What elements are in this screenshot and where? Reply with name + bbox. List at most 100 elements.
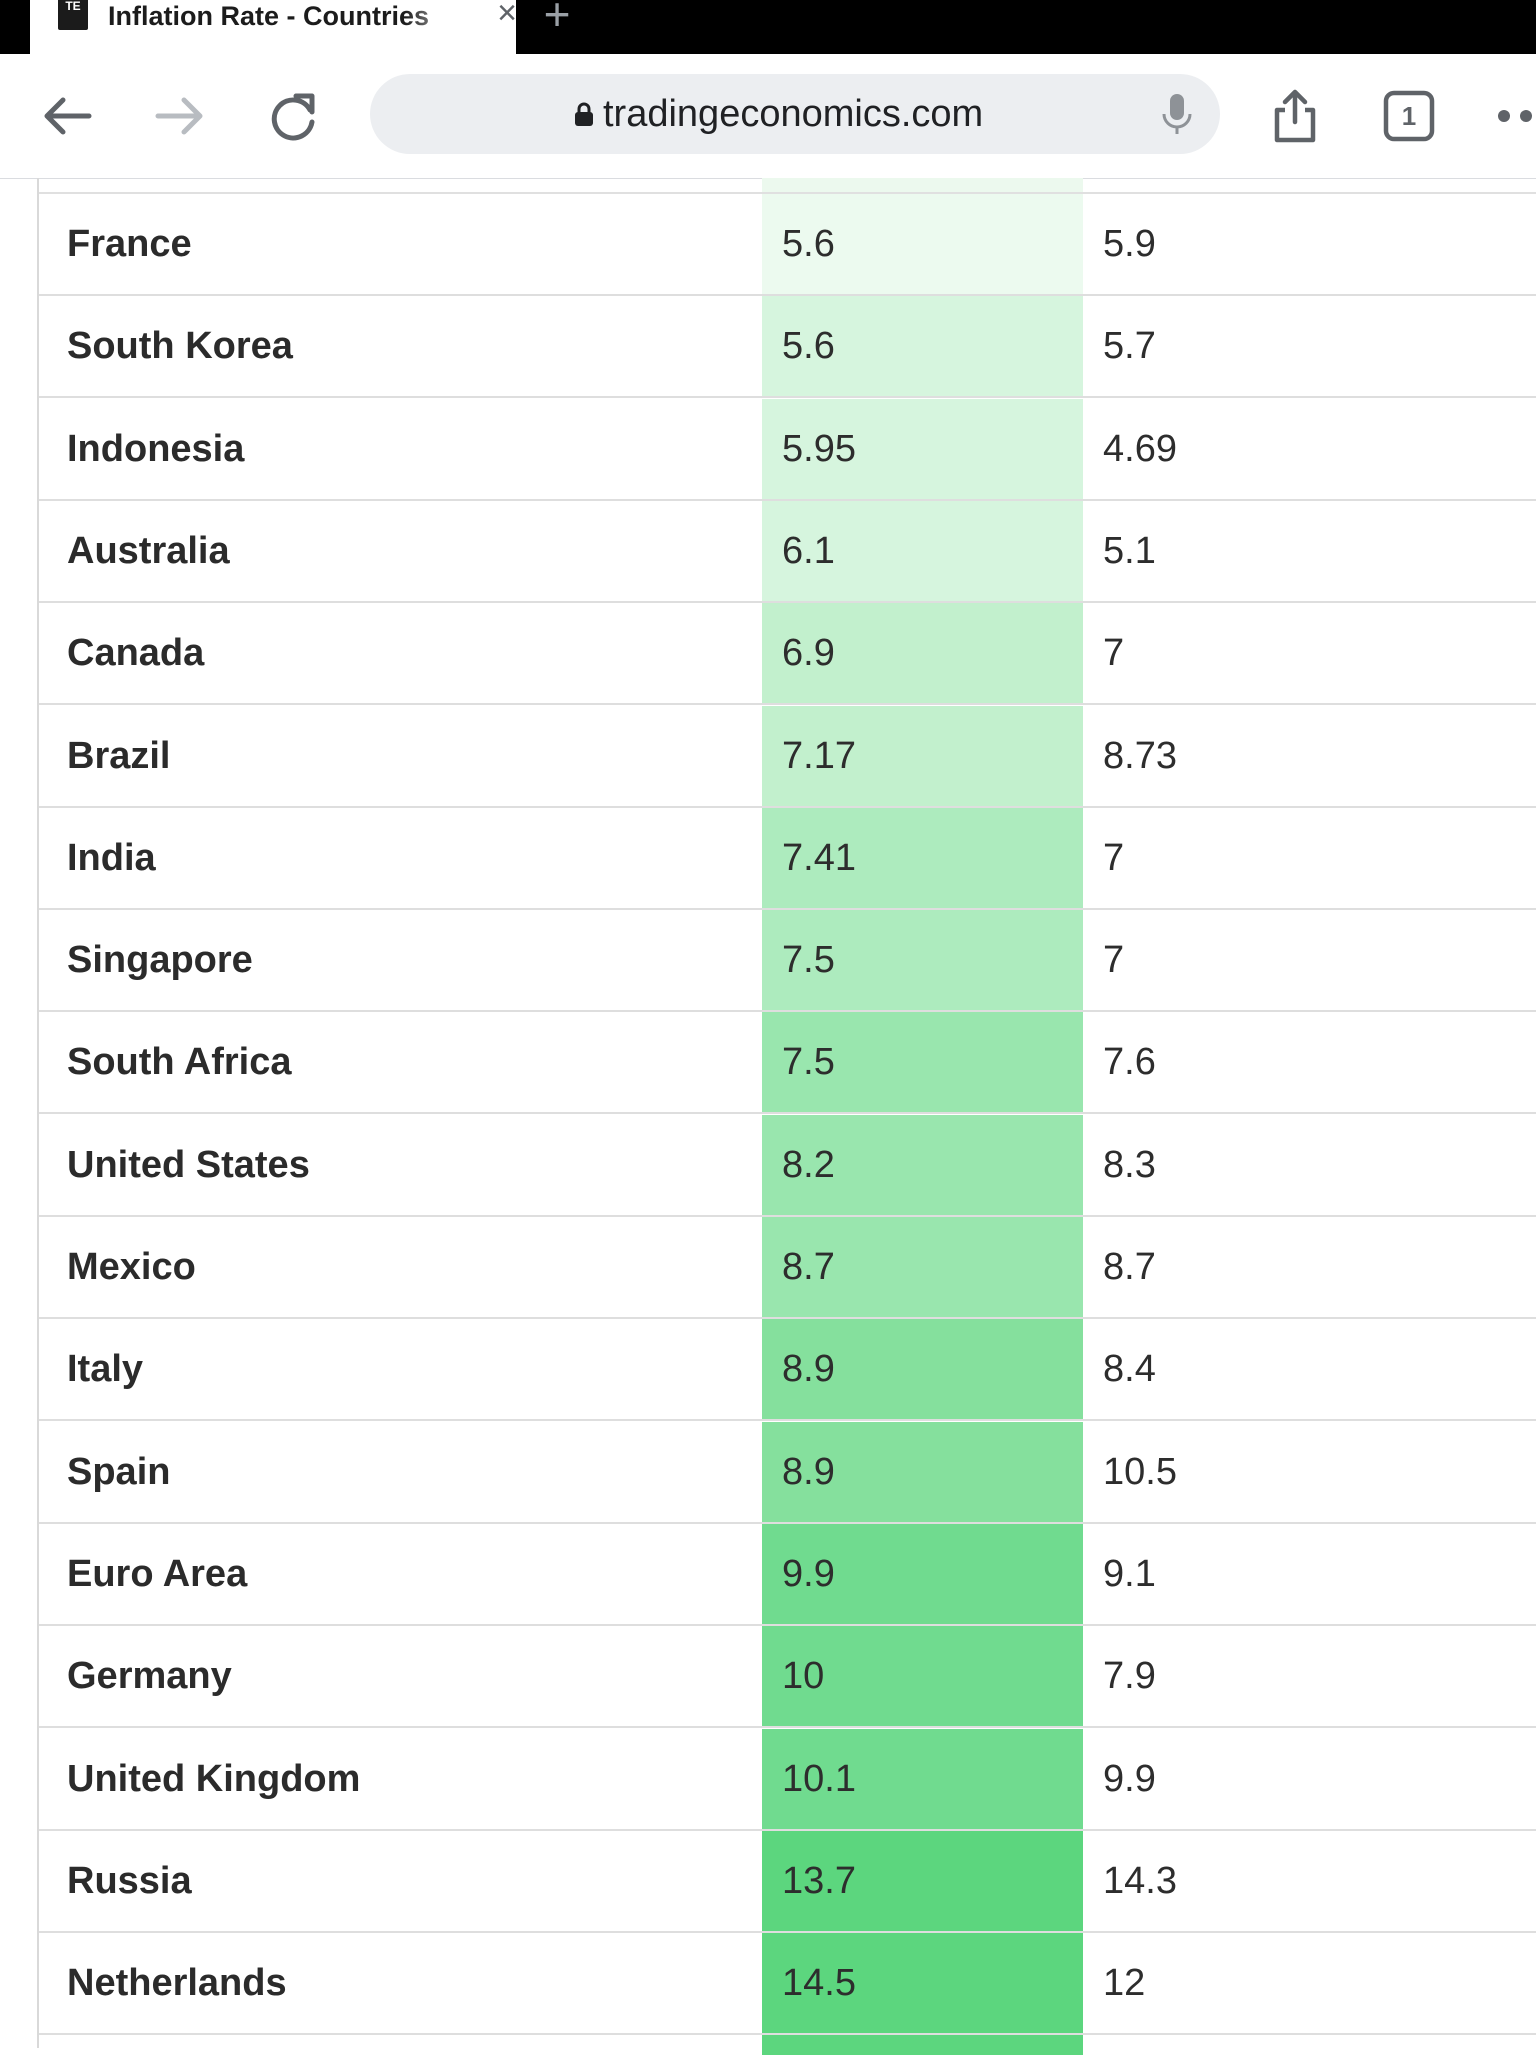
previous-value: 9.9 (1103, 1757, 1156, 1800)
previous-value: 14.3 (1103, 1859, 1177, 1902)
tab-count-icon: 1 (1383, 90, 1435, 142)
last-value: 13.7 (762, 1830, 1083, 1931)
previous-value: 10.5 (1103, 1450, 1177, 1493)
country-name[interactable]: Australia (67, 529, 230, 572)
microphone-icon[interactable] (1160, 92, 1194, 136)
country-name[interactable]: Brazil (67, 734, 171, 777)
country-name[interactable]: Italy (67, 1348, 144, 1391)
table-row[interactable]: Australia 6.1 5.1 (39, 500, 1536, 603)
back-arrow-icon (44, 97, 92, 135)
table-row[interactable]: United States 8.2 8.3 (39, 1114, 1536, 1217)
table-divider (39, 192, 1536, 194)
table-row[interactable]: Brazil 7.17 8.73 (39, 705, 1536, 808)
previous-value: 7 (1103, 939, 1125, 982)
last-value: 8.7 (762, 1217, 1083, 1317)
country-name[interactable]: Russia (67, 1859, 192, 1902)
country-name[interactable]: Mexico (67, 1246, 196, 1288)
last-value: 10 (762, 1626, 1083, 1727)
tab-switcher-button[interactable]: 1 (1377, 84, 1441, 148)
previous-value: 12 (1103, 1962, 1146, 2005)
table-row[interactable]: Russia 13.7 14.3 (39, 1830, 1536, 1933)
country-name[interactable]: Euro Area (67, 1552, 248, 1595)
previous-value: 8.4 (1103, 1348, 1156, 1391)
previous-value: 8.3 (1103, 1143, 1156, 1186)
country-name[interactable]: South Africa (67, 1041, 292, 1084)
previous-value: 5.1 (1103, 529, 1156, 572)
site-favicon-icon: TE (58, 0, 88, 30)
previous-value: 7 (1103, 836, 1125, 879)
previous-value: 7.6 (1103, 1041, 1156, 1084)
share-icon (1274, 89, 1316, 143)
table-row[interactable]: Italy 8.9 8.4 (39, 1319, 1536, 1422)
previous-value: 9.1 (1103, 1552, 1156, 1595)
last-value: 8.2 (762, 1114, 1083, 1215)
table-row[interactable]: Spain 8.9 10.5 (39, 1421, 1536, 1524)
more-menu-button[interactable] (1490, 84, 1536, 148)
new-tab-icon[interactable]: + (543, 0, 571, 40)
table-row[interactable]: Germany 10 7.9 (39, 1626, 1536, 1729)
table-row[interactable]: United Kingdom 10.1 9.9 (39, 1728, 1536, 1831)
table-row[interactable]: Euro Area 9.9 9.1 (39, 1523, 1536, 1626)
country-name[interactable]: Netherlands (67, 1962, 287, 2005)
country-name[interactable]: France (67, 223, 192, 265)
share-button[interactable] (1263, 84, 1327, 148)
last-value: 8.9 (762, 1421, 1083, 1522)
tab-strip: TE Inflation Rate - Countries × + (0, 0, 1536, 54)
table-row[interactable]: Canada 6.9 7 (39, 603, 1536, 706)
country-name[interactable]: India (67, 836, 156, 879)
table-row[interactable]: Singapore 7.5 7 (39, 910, 1536, 1013)
previous-value: 7 (1103, 632, 1125, 675)
previous-value: 5.9 (1103, 223, 1156, 265)
inflation-table: France 5.6 5.9 South Korea 5.6 5.7 Indonesia 5.… (37, 178, 1536, 2055)
reload-button[interactable] (262, 84, 326, 148)
last-value: 6.1 (762, 500, 1083, 601)
address-bar[interactable]: tradingeconomics.com (370, 74, 1220, 154)
reload-icon (271, 93, 315, 141)
close-tab-icon[interactable]: × (497, 0, 517, 32)
previous-tab-edge[interactable] (0, 0, 32, 54)
browser-toolbar: tradingeconomics.com 1 (0, 54, 1536, 179)
last-value: 14.5 (762, 1933, 1083, 2034)
table-row[interactable]: Indonesia 5.95 4.69 (39, 398, 1536, 501)
country-name[interactable]: Canada (67, 632, 205, 675)
previous-value: 8.7 (1103, 1246, 1156, 1288)
last-value: 10.1 (762, 1728, 1083, 1829)
table-row[interactable]: Netherlands 14.5 12 (39, 1933, 1536, 2036)
forward-button[interactable] (148, 84, 212, 148)
last-value: 7.17 (762, 705, 1083, 806)
tab-title: Inflation Rate - Countries (108, 1, 430, 31)
previous-value: 4.69 (1103, 427, 1177, 470)
next-row-partial (762, 2035, 1083, 2055)
country-name[interactable]: Singapore (67, 939, 253, 982)
previous-value: 7.9 (1103, 1655, 1156, 1698)
table-row[interactable]: France 5.6 5.9 (39, 194, 1536, 296)
country-name[interactable]: South Korea (67, 325, 293, 368)
table-row[interactable]: India 7.41 7 (39, 807, 1536, 910)
table-row[interactable]: South Africa 7.5 7.6 (39, 1012, 1536, 1115)
active-tab[interactable]: TE Inflation Rate - Countries × (30, 0, 517, 54)
last-value: 7.41 (762, 807, 1083, 908)
country-name[interactable]: United Kingdom (67, 1757, 361, 1800)
country-name[interactable]: Indonesia (67, 427, 245, 470)
last-value: 5.6 (762, 296, 1083, 397)
table-row[interactable]: Mexico 8.7 8.7 (39, 1217, 1536, 1319)
previous-value: 8.73 (1103, 734, 1177, 777)
previous-value: 5.7 (1103, 325, 1156, 368)
country-name[interactable]: United States (67, 1143, 310, 1186)
country-name[interactable]: Germany (67, 1655, 232, 1698)
forward-arrow-icon (155, 97, 203, 135)
last-value: 9.9 (762, 1523, 1083, 1624)
last-value: 5.95 (762, 398, 1083, 499)
back-button[interactable] (35, 84, 99, 148)
last-value: 6.9 (762, 603, 1083, 704)
url-text: tradingeconomics.com (603, 93, 984, 135)
last-value: 5.6 (762, 194, 1083, 294)
more-dots-icon (1498, 110, 1532, 122)
country-name[interactable]: Spain (67, 1450, 171, 1493)
last-column-highlight (762, 178, 1083, 194)
tab-count: 1 (1402, 101, 1416, 131)
last-value: 7.5 (762, 1012, 1083, 1113)
last-value: 8.9 (762, 1319, 1083, 1420)
last-value: 7.5 (762, 910, 1083, 1011)
table-row[interactable]: South Korea 5.6 5.7 (39, 296, 1536, 399)
